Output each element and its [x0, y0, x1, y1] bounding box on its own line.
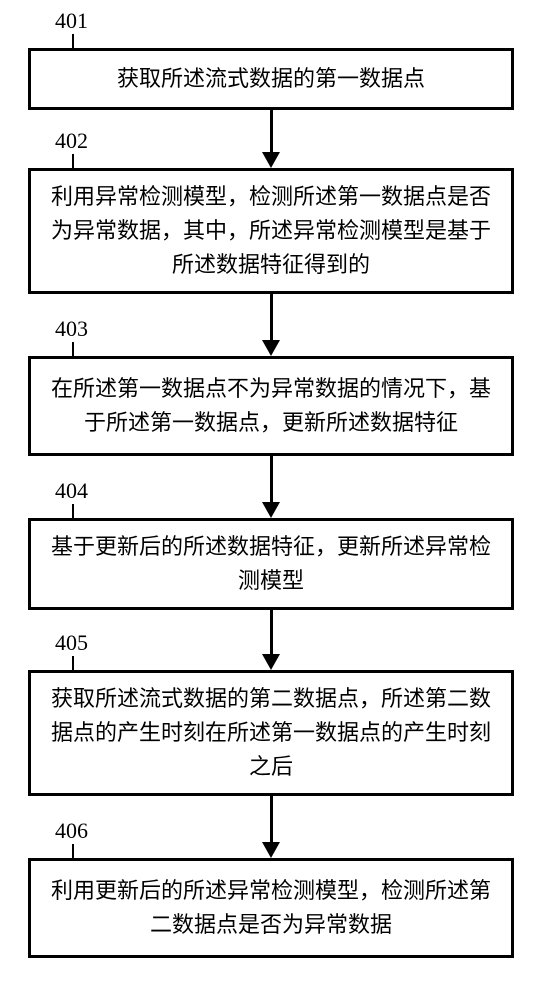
- step-label-406: 406: [55, 818, 88, 844]
- label-tick-405: [72, 656, 74, 670]
- step-box-401: 获取所述流式数据的第一数据点: [28, 48, 514, 110]
- arrow-head-405-406: [262, 842, 280, 858]
- step-box-402: 利用异常检测模型，检测所述第一数据点是否为异常数据，其中，所述异常检测模型是基于…: [28, 168, 514, 294]
- step-text-402: 利用异常检测模型，检测所述第一数据点是否为异常数据，其中，所述异常检测模型是基于…: [45, 180, 497, 282]
- step-text-401: 获取所述流式数据的第一数据点: [117, 62, 425, 96]
- label-tick-401: [72, 34, 74, 48]
- flowchart-canvas: 401 获取所述流式数据的第一数据点 402 利用异常检测模型，检测所述第一数据点是否…: [0, 0, 542, 1000]
- arrow-head-402-403: [262, 340, 280, 356]
- label-tick-404: [72, 504, 74, 518]
- step-text-403: 在所述第一数据点不为异常数据的情况下，基于所述第一数据点，更新所述数据特征: [45, 372, 497, 440]
- step-label-404: 404: [55, 478, 88, 504]
- step-text-404: 基于更新后的所述数据特征，更新所述异常检测模型: [45, 530, 497, 598]
- step-text-405: 获取所述流式数据的第二数据点，所述第二数据点的产生时刻在所述第一数据点的产生时刻…: [45, 682, 497, 784]
- step-box-403: 在所述第一数据点不为异常数据的情况下，基于所述第一数据点，更新所述数据特征: [28, 356, 514, 456]
- arrow-line-401-402: [270, 110, 273, 152]
- step-label-403: 403: [55, 316, 88, 342]
- arrow-head-404-405: [262, 654, 280, 670]
- step-box-405: 获取所述流式数据的第二数据点，所述第二数据点的产生时刻在所述第一数据点的产生时刻…: [28, 670, 514, 796]
- step-label-401: 401: [55, 8, 88, 34]
- arrow-line-402-403: [270, 294, 273, 340]
- arrow-line-404-405: [270, 610, 273, 654]
- step-label-402: 402: [55, 128, 88, 154]
- label-tick-406: [72, 844, 74, 858]
- label-tick-402: [72, 154, 74, 168]
- step-box-404: 基于更新后的所述数据特征，更新所述异常检测模型: [28, 518, 514, 610]
- arrow-head-403-404: [262, 502, 280, 518]
- arrow-line-403-404: [270, 456, 273, 502]
- arrow-head-401-402: [262, 152, 280, 168]
- step-text-406: 利用更新后的所述异常检测模型，检测所述第二数据点是否为异常数据: [45, 874, 497, 942]
- arrow-line-405-406: [270, 796, 273, 842]
- step-box-406: 利用更新后的所述异常检测模型，检测所述第二数据点是否为异常数据: [28, 858, 514, 958]
- step-label-405: 405: [55, 630, 88, 656]
- label-tick-403: [72, 342, 74, 356]
